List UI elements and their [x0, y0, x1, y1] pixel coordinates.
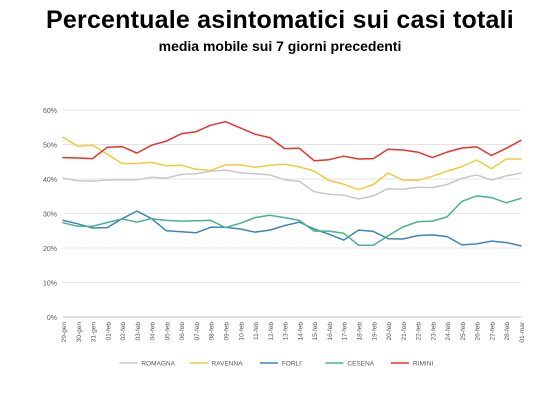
- x-tick-label: 30-gen: [76, 322, 83, 343]
- y-tick-label: 40%: [43, 177, 57, 184]
- y-tick-label: 60%: [43, 108, 57, 115]
- legend-label: CESENA: [347, 361, 374, 368]
- series-line-cesena: [62, 195, 522, 246]
- y-tick-label: 20%: [43, 246, 57, 253]
- page-subtitle: media mobile sui 7 giorni precedenti: [158, 38, 402, 54]
- x-tick-label: 07-feb: [194, 322, 201, 341]
- x-tick-label: 22-feb: [416, 322, 423, 341]
- x-tick-label: 12-feb: [268, 322, 275, 341]
- x-tick-label: 31-gen: [91, 322, 98, 343]
- legend-label: ROMAGNA: [141, 361, 175, 368]
- x-tick-label: 09-feb: [224, 322, 231, 341]
- series-line-ravenna: [62, 136, 522, 191]
- x-tick-label: 06-feb: [179, 322, 186, 341]
- x-tick-label: 25-feb: [460, 322, 467, 341]
- x-tick-label: 19-feb: [371, 322, 378, 341]
- x-tick-label: 20-feb: [386, 322, 393, 341]
- x-tick-label: 18-feb: [356, 322, 363, 341]
- x-tick-label: 23-feb: [430, 322, 437, 341]
- series-line-forli: [62, 210, 522, 247]
- x-tick-label: 26-feb: [475, 322, 482, 341]
- x-tick-label: 28-feb: [504, 322, 511, 341]
- x-tick-label: 15-feb: [312, 322, 319, 341]
- x-tick-label: 24-feb: [445, 322, 452, 341]
- x-tick-label: 05-feb: [164, 322, 171, 341]
- x-tick-label: 17-feb: [342, 322, 349, 341]
- x-tick-label: 04-feb: [150, 322, 157, 341]
- x-tick-label: 10-feb: [238, 322, 245, 341]
- x-tick-label: 14-feb: [297, 322, 304, 341]
- page-title: Percentuale asintomatici sui casi totali: [46, 6, 514, 34]
- x-tick-label: 01-mar: [519, 321, 526, 342]
- x-tick-label: 08-feb: [209, 322, 216, 341]
- y-tick-label: 50%: [43, 143, 57, 150]
- series-line-rimini: [62, 120, 522, 162]
- y-tick-label: 0%: [47, 315, 57, 322]
- x-tick-label: 11-feb: [253, 322, 260, 340]
- series-line-romagna: [62, 169, 522, 200]
- x-tick-label: 01-feb: [105, 322, 112, 341]
- legend-label: RAVENNA: [212, 361, 244, 368]
- x-tick-label: 16-feb: [327, 322, 334, 341]
- y-tick-label: 30%: [43, 212, 57, 219]
- x-tick-label: 27-feb: [489, 322, 496, 341]
- y-tick-label: 10%: [43, 281, 57, 288]
- x-tick-label: 02-feb: [120, 322, 127, 341]
- x-tick-label: 13-feb: [283, 322, 290, 341]
- legend-label: RIMINI: [413, 361, 433, 368]
- legend-label: FORLI': [282, 361, 302, 368]
- x-tick-label: 03-feb: [135, 322, 142, 341]
- x-tick-label: 29-gen: [61, 322, 68, 343]
- x-tick-label: 21-feb: [401, 322, 408, 341]
